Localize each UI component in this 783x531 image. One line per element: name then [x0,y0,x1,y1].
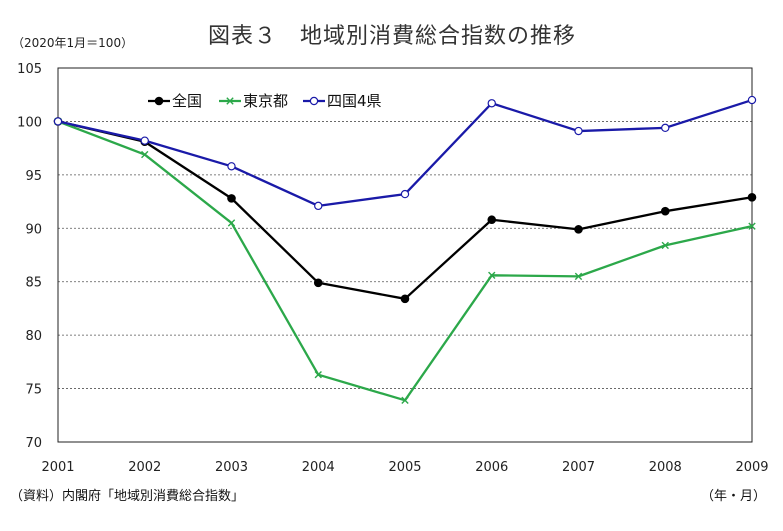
legend-item: 四国4県 [303,92,382,110]
y-unit-label: （2020年1月＝100） [12,36,133,50]
source-note: （資料）内閣府「地域別消費総合指数」 [10,488,244,504]
grid-lines [58,121,752,389]
y-tick-label: 100 [17,115,42,130]
legend-label: 四国4県 [327,92,382,110]
legend-label: 全国 [172,92,202,110]
legend-marker [309,96,319,106]
chart-title: 図表３ 地域別消費総合指数の推移 [208,24,576,49]
data-point [487,99,496,108]
data-point [227,194,236,203]
x-axis: 2001 2002 2003 2004 2005 2006 2007 2008 2009 [41,460,768,475]
y-tick-label: 95 [25,169,42,184]
y-tick-label: 105 [17,62,42,77]
y-axis: 70 75 80 85 90 95 100 105 [17,62,42,451]
legend-item: 東京都 [219,92,288,110]
y-tick-label: 70 [25,436,42,451]
data-point [748,222,756,230]
data-point [574,225,583,234]
y-tick-label: 90 [25,222,42,237]
plot-area [57,67,753,443]
series-line [57,120,753,402]
data-point [313,278,323,288]
data-point [400,189,410,199]
x-tick-label: 2003 [215,460,248,475]
data-point [488,271,496,279]
x-tick-label: 2001 [41,460,74,475]
data-point [400,294,410,304]
data-point [314,201,323,211]
legend: 全国 東京都 四国4県 [148,92,382,110]
x-tick-label: 2007 [562,460,595,475]
data-point [487,215,497,225]
series-3 [53,95,757,211]
data-point [660,206,670,216]
data-point [661,123,670,133]
data-point [401,396,409,405]
legend-item: 全国 [148,92,202,110]
data-point [747,95,757,105]
x-tick-label: 2008 [649,460,682,475]
x-tick-label: 2009 [735,460,768,475]
legend-marker [226,97,234,105]
legend-marker [154,96,164,106]
y-tick-label: 85 [25,276,42,291]
y-tick-label: 80 [25,329,42,344]
data-point [227,219,236,227]
data-point [53,117,63,126]
x-tick-label: 2005 [388,460,421,475]
data-point [141,150,149,159]
x-tick-label: 2002 [128,460,161,475]
data-point [747,192,757,202]
series-2 [54,117,756,405]
data-point [140,136,149,145]
data-point [661,241,669,250]
data-point [574,126,583,136]
x-tick-label: 2006 [475,460,508,475]
x-unit-label: （年・月） [701,489,766,504]
series-line [57,120,753,300]
data-point [574,272,583,281]
y-tick-label: 75 [25,383,42,398]
data-point [227,162,236,171]
legend-label: 東京都 [243,92,288,110]
x-tick-label: 2004 [302,460,335,475]
series-group [53,95,757,405]
data-point [314,370,322,379]
